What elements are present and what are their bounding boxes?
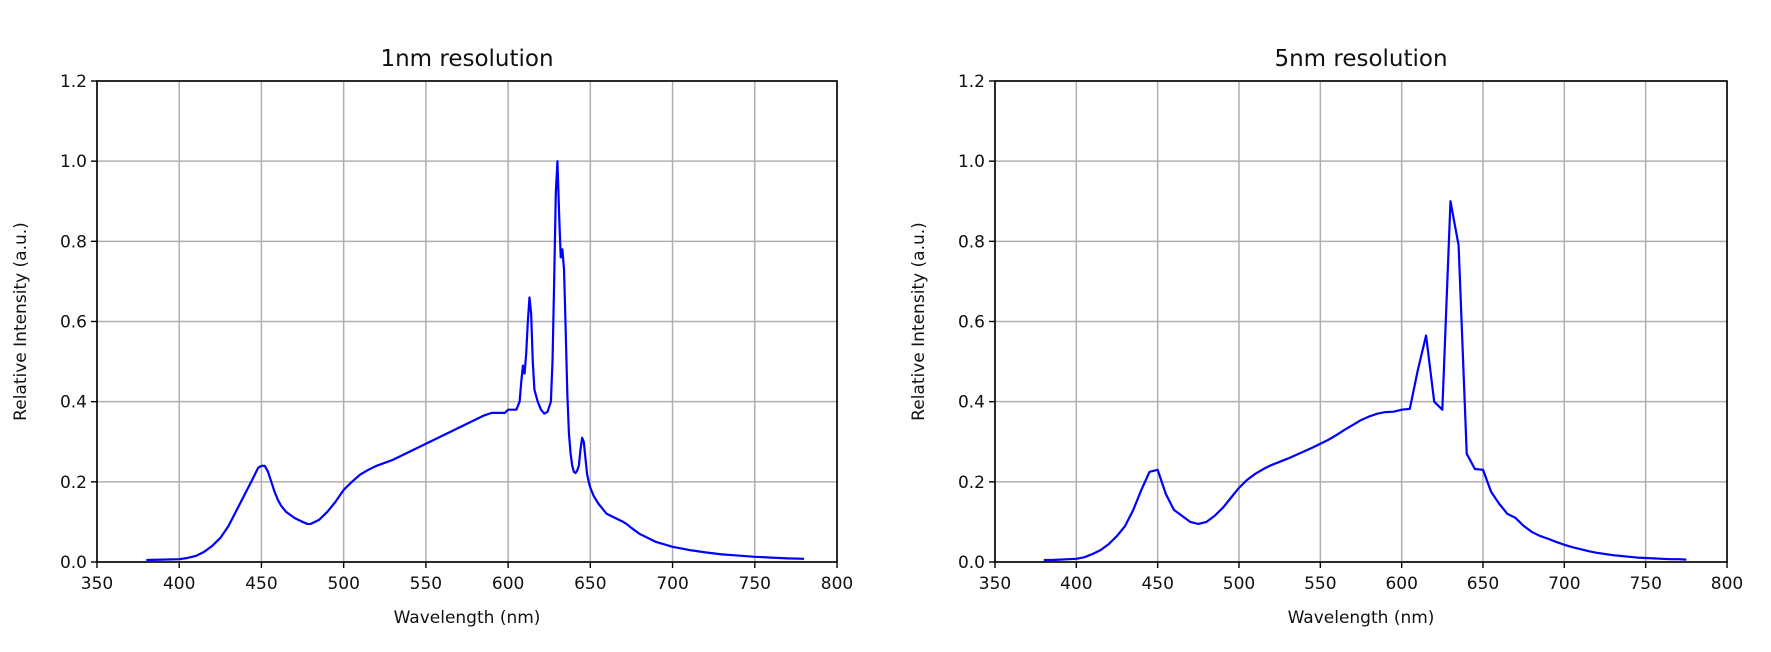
y-tick-label: 0.4 <box>60 393 87 413</box>
y-tick-label: 1.2 <box>958 72 985 92</box>
x-tick-label: 700 <box>656 574 688 594</box>
y-axis-label: Relative Intensity (a.u.) <box>11 222 31 421</box>
x-tick-label: 450 <box>245 574 277 594</box>
y-tick-label: 0.0 <box>60 553 87 573</box>
x-tick-label: 650 <box>574 574 606 594</box>
x-tick-label: 750 <box>739 574 771 594</box>
x-tick-label: 600 <box>492 574 524 594</box>
x-tick-label: 650 <box>1467 574 1499 594</box>
x-tick-label: 500 <box>1223 574 1255 594</box>
x-tick-label: 800 <box>1711 574 1743 594</box>
chart-panel-1nm: 1nm resolution Wavelength (nm) Relative … <box>11 46 853 628</box>
chart-title: 5nm resolution <box>1274 46 1447 72</box>
spectrum-line <box>146 160 805 562</box>
x-tick-label: 550 <box>410 574 442 594</box>
x-tick-label: 500 <box>327 574 359 594</box>
y-tick-label: 0.4 <box>958 393 985 413</box>
chart-title: 1nm resolution <box>380 46 553 72</box>
x-tick-label: 450 <box>1141 574 1173 594</box>
spectrum-line <box>1043 200 1687 562</box>
y-tick-label: 1.0 <box>60 152 87 172</box>
y-tick-label: 0.0 <box>958 553 985 573</box>
y-tick-label: 1.2 <box>60 72 87 92</box>
y-tick-label: 0.6 <box>958 313 985 333</box>
x-tick-label: 550 <box>1304 574 1336 594</box>
y-tick-label: 0.2 <box>958 473 985 493</box>
y-axis-label: Relative Intensity (a.u.) <box>909 222 929 421</box>
x-tick-label: 400 <box>1060 574 1092 594</box>
x-tick-label: 350 <box>81 574 113 594</box>
y-tick-label: 0.6 <box>60 313 87 333</box>
x-tick-label: 400 <box>163 574 195 594</box>
x-tick-label: 750 <box>1629 574 1661 594</box>
grid-lines <box>96 80 838 563</box>
x-axis-label: Wavelength (nm) <box>1288 608 1435 628</box>
y-tick-label: 0.8 <box>958 232 985 252</box>
x-tick-label: 350 <box>979 574 1011 594</box>
x-tick-label: 800 <box>821 574 853 594</box>
y-tick-label: 0.8 <box>60 232 87 252</box>
x-axis-label: Wavelength (nm) <box>394 608 541 628</box>
y-tick-label: 0.2 <box>60 473 87 493</box>
x-tick-label: 600 <box>1385 574 1417 594</box>
x-tick-label: 700 <box>1548 574 1580 594</box>
grid-lines <box>994 80 1728 563</box>
y-tick-label: 1.0 <box>958 152 985 172</box>
chart-panel-5nm: 5nm resolution Wavelength (nm) Relative … <box>909 46 1743 628</box>
